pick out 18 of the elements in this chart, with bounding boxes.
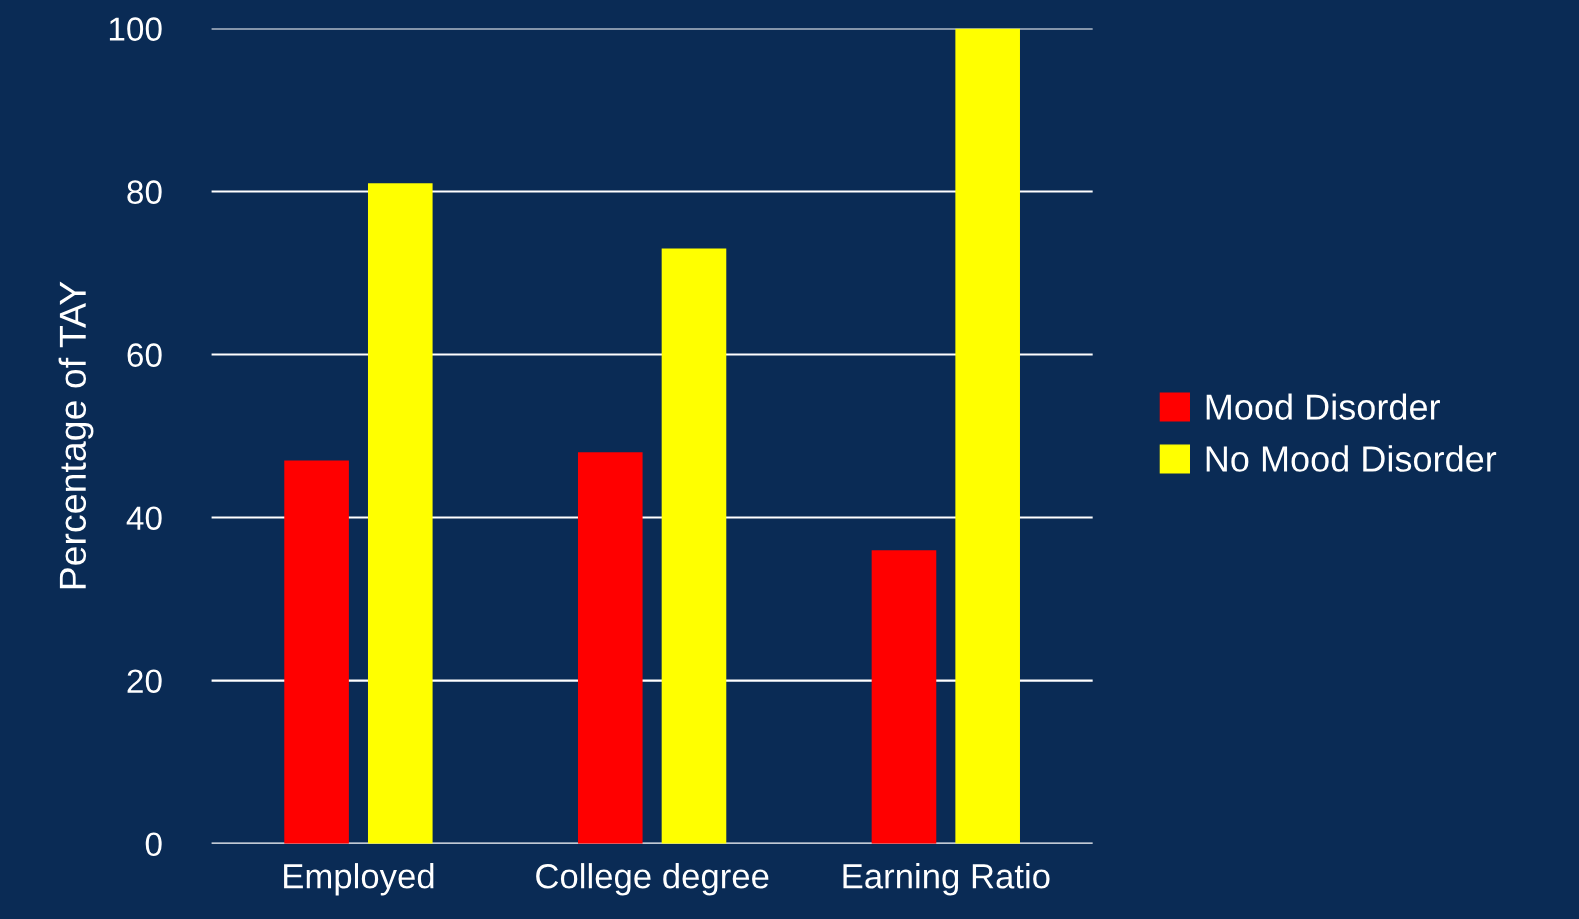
y-tick-label: 20 (127, 669, 162, 694)
bar (284, 460, 349, 844)
bar (661, 248, 727, 844)
bar (367, 183, 433, 844)
y-tick-label: 100 (109, 17, 162, 41)
legend-label: Mood Disorder (1206, 393, 1440, 420)
legend-label: No Mood Disorder (1206, 445, 1497, 472)
bar (955, 28, 1020, 844)
bar (577, 452, 643, 844)
bar (871, 550, 937, 844)
y-tick-label: 80 (127, 180, 162, 204)
x-tick-label: Earning Ratio (843, 863, 1050, 896)
x-tick-label: Employed (284, 863, 434, 896)
y-tick-label: 40 (126, 506, 162, 530)
y-tick-label: 60 (127, 343, 162, 367)
x-tick-label: College degree (536, 863, 769, 896)
y-tick-label: 0 (145, 832, 162, 857)
y-axis-title: Percentage of TAY (58, 281, 94, 589)
